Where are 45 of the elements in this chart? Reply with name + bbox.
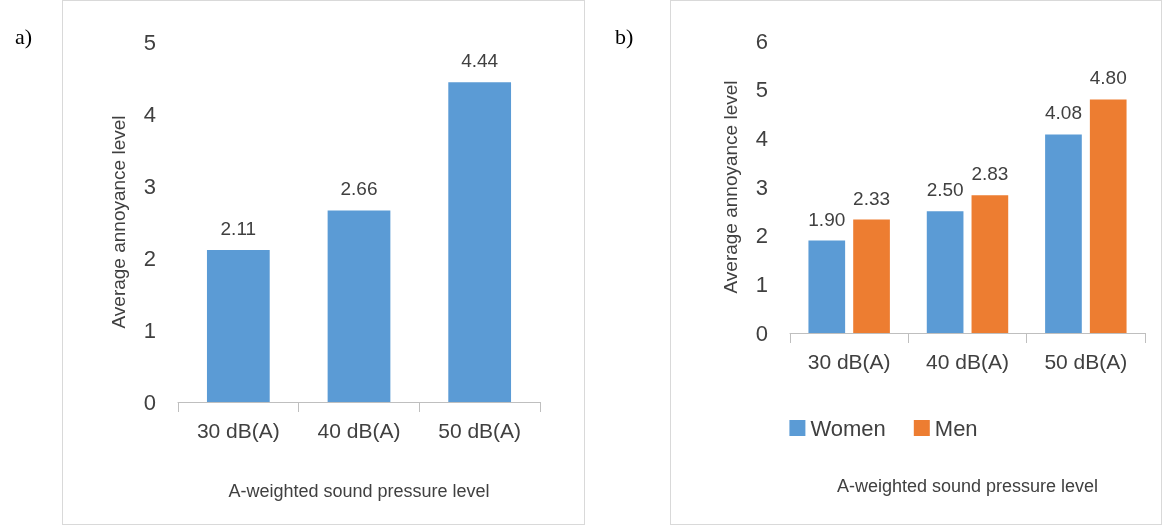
x-tick-label: 30 dB(A) [807,350,891,373]
bar [206,250,270,402]
bar [853,219,890,333]
x-tick-label: 40 dB(A) [317,419,401,442]
legend-label: Women [810,415,886,441]
y-tick-label: 4 [143,101,156,127]
y-tick-label: 0 [755,320,768,346]
bar [926,211,964,333]
data-label: 4.80 [1089,67,1127,89]
x-axis-title: A-weighted sound pressure level [836,476,1099,496]
x-axis-title: A-weighted sound pressure level [228,481,490,501]
y-tick-label: 1 [143,317,156,343]
chart-title: a) [15,23,33,49]
y-tick-label: 3 [143,173,156,199]
bar [808,240,846,333]
legend-label: Men [934,415,978,441]
y-axis-title: Average annoyance level [108,115,129,329]
data-label: 2.83 [971,163,1009,185]
y-tick-label: 3 [755,174,768,200]
data-label: 1.90 [808,208,846,230]
data-label: 4.08 [1044,102,1082,124]
bar [327,210,391,402]
y-tick-label: 5 [143,29,156,55]
y-tick-label: 2 [755,223,768,249]
y-tick-label: 4 [755,125,768,151]
y-tick-label: 1 [755,271,768,297]
x-tick-label: 40 dB(A) [926,350,1009,373]
y-tick-label: 0 [143,389,156,415]
bar [448,82,512,402]
y-tick-label: 5 [755,77,768,103]
chart-title: b) [615,23,634,49]
data-label: 2.66 [340,178,378,200]
bar [1045,134,1082,333]
data-label: 2.11 [220,218,257,240]
data-label: 4.44 [461,50,499,72]
data-label: 2.50 [926,179,964,201]
y-axis-title: Average annoyance level [720,80,741,294]
bar [971,195,1009,333]
x-tick-label: 50 dB(A) [1044,350,1128,373]
bar [1089,99,1127,333]
x-tick-label: 30 dB(A) [196,419,280,442]
y-tick-label: 2 [143,245,156,271]
y-tick-label: 6 [755,28,768,54]
x-tick-label: 50 dB(A) [438,419,522,442]
data-label: 2.33 [853,187,891,209]
